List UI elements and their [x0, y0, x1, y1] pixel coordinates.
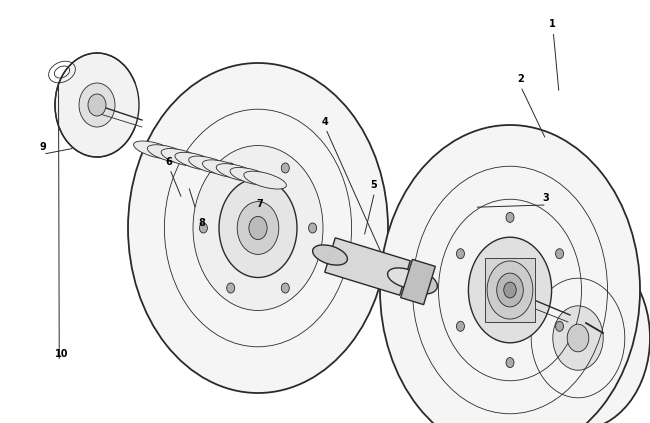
Text: 4: 4 [322, 117, 328, 127]
Ellipse shape [203, 160, 245, 178]
Text: 10: 10 [55, 349, 69, 360]
Ellipse shape [193, 146, 323, 310]
Text: 8: 8 [198, 218, 205, 228]
Ellipse shape [567, 324, 589, 352]
Ellipse shape [456, 249, 465, 259]
Ellipse shape [556, 321, 564, 331]
Ellipse shape [506, 246, 650, 423]
Ellipse shape [309, 223, 317, 233]
Ellipse shape [227, 163, 235, 173]
Ellipse shape [219, 179, 297, 277]
Ellipse shape [55, 53, 139, 157]
Ellipse shape [487, 261, 533, 319]
Ellipse shape [188, 156, 231, 174]
Ellipse shape [148, 145, 190, 162]
Ellipse shape [313, 245, 347, 265]
Ellipse shape [249, 217, 267, 239]
Ellipse shape [134, 141, 176, 159]
Text: 2: 2 [517, 74, 523, 85]
Ellipse shape [506, 357, 514, 368]
Ellipse shape [128, 63, 388, 393]
Ellipse shape [504, 282, 516, 298]
Text: 9: 9 [39, 142, 46, 152]
Ellipse shape [281, 163, 289, 173]
Ellipse shape [161, 148, 203, 166]
Ellipse shape [387, 268, 422, 288]
Ellipse shape [200, 223, 207, 233]
Ellipse shape [456, 321, 465, 331]
Polygon shape [485, 258, 535, 322]
Ellipse shape [175, 152, 218, 170]
Ellipse shape [281, 283, 289, 293]
Ellipse shape [506, 212, 514, 222]
Text: 5: 5 [370, 180, 377, 190]
Ellipse shape [79, 83, 115, 127]
Ellipse shape [469, 237, 552, 343]
Ellipse shape [244, 171, 287, 189]
Text: 6: 6 [166, 157, 172, 167]
Text: 3: 3 [543, 193, 549, 203]
Text: 7: 7 [257, 199, 263, 209]
Text: 1: 1 [549, 19, 556, 30]
Ellipse shape [398, 270, 437, 294]
Ellipse shape [497, 273, 523, 307]
Ellipse shape [227, 283, 235, 293]
Ellipse shape [237, 202, 279, 254]
Polygon shape [400, 259, 436, 305]
Ellipse shape [552, 306, 603, 370]
Ellipse shape [556, 249, 564, 259]
Ellipse shape [216, 164, 259, 181]
Ellipse shape [380, 125, 640, 423]
Ellipse shape [230, 168, 272, 185]
Ellipse shape [88, 94, 106, 116]
Polygon shape [325, 238, 410, 295]
